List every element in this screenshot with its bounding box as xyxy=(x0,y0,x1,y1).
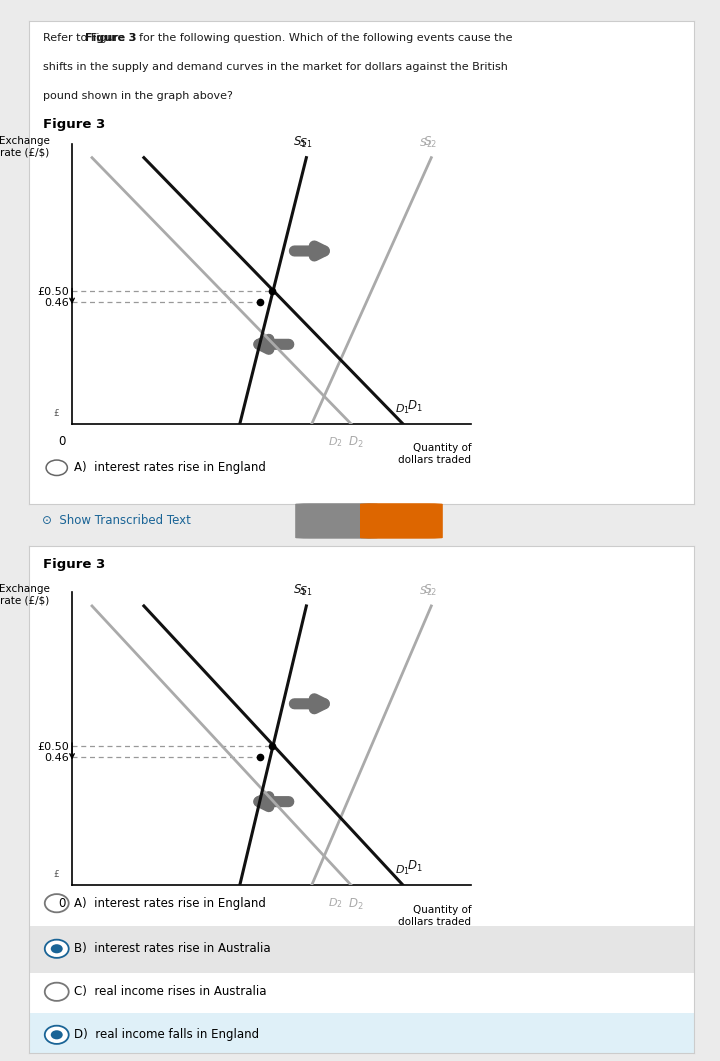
Text: $D_2$: $D_2$ xyxy=(348,435,363,450)
Bar xyxy=(29,926,694,973)
Text: D)  real income falls in England: D) real income falls in England xyxy=(74,1028,259,1041)
Text: Exchange
rate (£/$): Exchange rate (£/$) xyxy=(0,136,50,158)
Circle shape xyxy=(50,1030,63,1040)
Text: Figure 3: Figure 3 xyxy=(43,557,106,571)
Text: $S_2$: $S_2$ xyxy=(423,135,437,150)
Text: Quantity of
dollars traded: Quantity of dollars traded xyxy=(398,443,471,465)
Circle shape xyxy=(50,944,63,954)
Text: A)  interest rates rise in England: A) interest rates rise in England xyxy=(74,462,266,474)
Text: $D_2$: $D_2$ xyxy=(328,435,343,449)
Text: Quantity of
dollars traded: Quantity of dollars traded xyxy=(398,905,471,926)
Text: $D_2$: $D_2$ xyxy=(348,897,363,911)
Text: $D_2$: $D_2$ xyxy=(328,897,343,910)
Text: $S_2$: $S_2$ xyxy=(419,136,432,150)
Text: $D_1$: $D_1$ xyxy=(395,402,410,416)
Text: pound shown in the graph above?: pound shown in the graph above? xyxy=(43,91,233,101)
Text: $S_1$: $S_1$ xyxy=(293,582,307,597)
Circle shape xyxy=(45,982,68,1001)
Text: £: £ xyxy=(53,408,59,418)
Text: $S_1$: $S_1$ xyxy=(299,136,312,150)
Text: ⊙  Show Transcribed Text: ⊙ Show Transcribed Text xyxy=(42,515,191,527)
FancyBboxPatch shape xyxy=(295,503,378,539)
Bar xyxy=(29,1012,694,1059)
Circle shape xyxy=(45,940,68,958)
Text: $D_1$: $D_1$ xyxy=(395,864,410,877)
Text: 0: 0 xyxy=(58,897,66,909)
Text: A)  interest rates rise in England: A) interest rates rise in England xyxy=(74,897,266,909)
FancyBboxPatch shape xyxy=(360,503,443,539)
Text: Exchange
rate (£/$): Exchange rate (£/$) xyxy=(0,584,50,605)
Text: 0: 0 xyxy=(58,435,66,448)
Circle shape xyxy=(45,1026,68,1044)
Text: C)  real income rises in Australia: C) real income rises in Australia xyxy=(74,986,266,998)
Text: $S_2$: $S_2$ xyxy=(423,582,437,597)
Text: $S_1$: $S_1$ xyxy=(299,584,312,597)
Circle shape xyxy=(45,894,68,912)
Text: £: £ xyxy=(53,870,59,879)
Text: $D_1$: $D_1$ xyxy=(408,859,423,874)
Text: Figure 3: Figure 3 xyxy=(85,33,136,44)
Text: $S_2$: $S_2$ xyxy=(419,584,432,597)
Text: B)  interest rates rise in Australia: B) interest rates rise in Australia xyxy=(74,942,271,955)
Text: Refer to Figure 3 for the following question. Which of the following events caus: Refer to Figure 3 for the following ques… xyxy=(43,33,513,44)
Text: Figure 3: Figure 3 xyxy=(43,118,106,131)
Text: $S_1$: $S_1$ xyxy=(293,135,307,150)
Text: $D_1$: $D_1$ xyxy=(408,399,423,414)
Text: shifts in the supply and demand curves in the market for dollars against the Bri: shifts in the supply and demand curves i… xyxy=(43,63,508,72)
